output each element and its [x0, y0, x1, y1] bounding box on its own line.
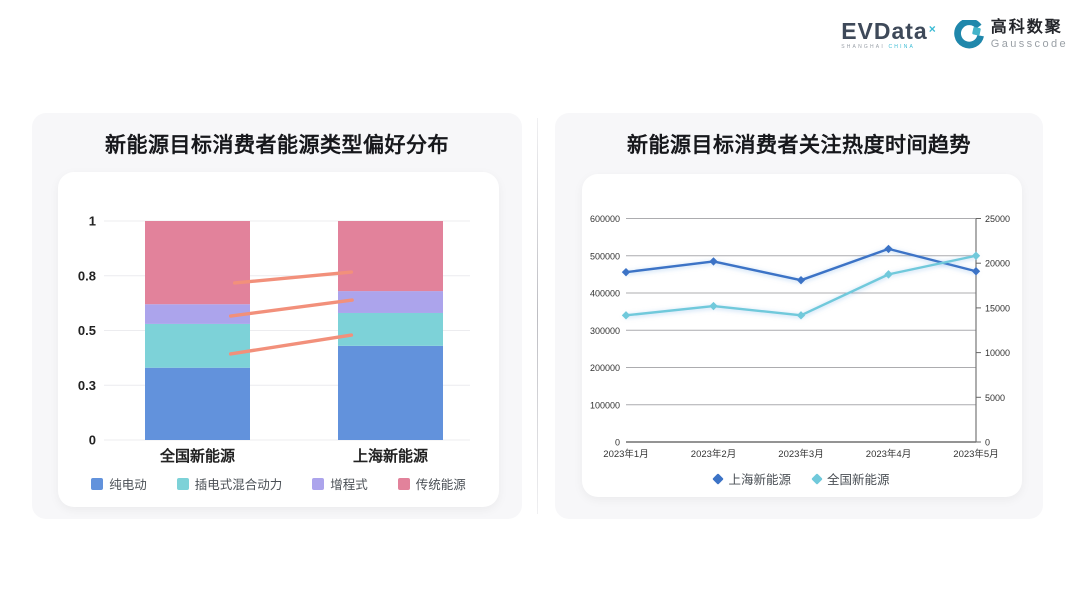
data-point-marker[interactable]: [796, 311, 806, 320]
card-divider: [537, 118, 538, 514]
bar-segment[interactable]: [338, 291, 443, 313]
bar-segment[interactable]: [145, 221, 250, 305]
right-tick-label: 25000: [985, 214, 1010, 224]
line-chart-title: 新能源目标消费者关注热度时间趋势: [627, 134, 971, 157]
shift-annotation-line: [228, 333, 354, 356]
left-axis-tick-labels: 0 100000 200000 300000 400000 500000 600000: [590, 214, 620, 448]
bar-chart-panel: 0 0.3 0.5 0.8 1 全国新能源 上海新能源 纯电动 插电式混合动力 增程式 传统能源: [58, 172, 499, 507]
legend-label: 纯电动: [109, 478, 147, 492]
legend-swatch-icon: [811, 472, 823, 485]
data-point-marker[interactable]: [709, 257, 718, 266]
y-tick-label: 0: [89, 433, 96, 448]
left-tick-label: 100000: [590, 400, 620, 410]
data-point-marker[interactable]: [971, 267, 981, 276]
evdata-logo: EVData× SHANGHAI CHINA: [841, 20, 936, 50]
left-tick-label: 0: [615, 438, 620, 448]
line-chart-plot: 0 100000 200000 300000 400000 500000 600000 0 50…: [590, 214, 1010, 460]
evdata-logo-mark: ×: [928, 21, 936, 36]
legend-swatch-icon: [397, 477, 410, 490]
category-labels: 全国新能源 上海新能源: [159, 447, 428, 465]
legend-swatch-icon: [176, 477, 189, 490]
bar-segment[interactable]: [338, 345, 443, 440]
y-tick-label: 0.5: [78, 323, 96, 338]
bar-chart-plot: 0 0.3 0.5 0.8 1 全国新能源 上海新能源: [78, 214, 470, 465]
category-label: 上海新能源: [353, 447, 428, 465]
category-label: 全国新能源: [159, 447, 235, 465]
evdata-tagline: SHANGHAI CHINA: [841, 44, 916, 50]
series: [621, 244, 981, 320]
x-tick-label: 2023年2月: [691, 448, 736, 460]
data-point-marker[interactable]: [884, 270, 893, 279]
legend-item[interactable]: 上海新能源: [712, 469, 791, 488]
bar-segment[interactable]: [145, 367, 250, 440]
y-tick-label: 1: [89, 214, 96, 229]
trend-line: [624, 247, 978, 282]
bar-segment[interactable]: [338, 312, 443, 346]
legend-label: 插电式混合动力: [194, 478, 283, 492]
data-point-marker[interactable]: [884, 244, 893, 254]
bar-chart-card: 新能源目标消费者能源类型偏好分布 0 0.3 0.5 0.8 1 全国新能源 上海新能源 纯…: [32, 113, 522, 519]
right-tick-label: 15000: [985, 303, 1010, 313]
evdata-logo-text: EVData: [841, 18, 928, 44]
gridlines: [626, 218, 976, 406]
x-tick-label: 2023年5月: [953, 448, 998, 460]
gausscode-logo: 高科数聚 Gausscode: [954, 20, 1068, 50]
line-chart-legend: 上海新能源 全国新能源: [582, 469, 1022, 488]
brand-bar: EVData× SHANGHAI CHINA 高科数聚 Gausscode: [841, 20, 1068, 50]
legend-label: 传统能源: [415, 478, 466, 492]
legend-label: 全国新能源: [827, 473, 890, 487]
bar-chart-legend: 纯电动 插电式混合动力 增程式 传统能源: [58, 474, 499, 493]
legend-item[interactable]: 增程式: [312, 474, 368, 493]
shift-annotation-line: [232, 270, 354, 285]
right-axis-tick-labels: 0 5000 10000 15000 20000 25000: [976, 214, 1010, 448]
x-tick-label: 2023年3月: [778, 448, 823, 460]
bar-segment[interactable]: [145, 304, 250, 324]
bar-chart-title: 新能源目标消费者能源类型偏好分布: [105, 134, 449, 157]
bar-segment[interactable]: [338, 221, 443, 292]
bars: [145, 221, 443, 440]
data-point-marker[interactable]: [971, 251, 981, 260]
gausscode-name-en: Gausscode: [990, 38, 1068, 50]
data-point-marker[interactable]: [621, 311, 631, 320]
line-chart-card: 新能源目标消费者关注热度时间趋势 0 100000 200000 300000 4000…: [555, 113, 1043, 519]
left-tick-label: 200000: [590, 363, 620, 373]
gausscode-icon: [954, 20, 984, 49]
x-tick-label: 2023年1月: [603, 448, 648, 460]
right-tick-label: 10000: [985, 348, 1010, 358]
line-chart-panel: 0 100000 200000 300000 400000 500000 600000 0 50…: [582, 174, 1022, 497]
right-tick-label: 5000: [985, 393, 1005, 403]
legend-item[interactable]: 纯电动: [91, 474, 147, 493]
right-tick-label: 0: [985, 438, 990, 448]
y-tick-label: 0.8: [78, 268, 96, 283]
x-axis-labels: 2023年1月 2023年2月 2023年3月 2023年4月 2023年5月: [603, 448, 998, 460]
legend-swatch-icon: [712, 472, 725, 485]
y-axis-tick-labels: 0 0.3 0.5 0.8 1: [78, 214, 96, 448]
legend-label: 增程式: [330, 478, 368, 492]
legend-item[interactable]: 插电式混合动力: [176, 474, 283, 493]
legend-swatch-icon: [312, 477, 325, 490]
data-point-marker[interactable]: [709, 301, 718, 311]
x-tick-label: 2023年4月: [866, 448, 911, 460]
gausscode-name-cn: 高科数聚: [990, 19, 1063, 36]
data-point-marker[interactable]: [621, 267, 631, 277]
legend-item[interactable]: 传统能源: [397, 474, 466, 493]
legend-swatch-icon: [91, 477, 104, 490]
legend-label: 上海新能源: [728, 473, 791, 487]
left-tick-label: 500000: [590, 251, 620, 261]
shift-annotation-line: [228, 298, 354, 318]
right-tick-label: 20000: [985, 259, 1010, 269]
y-tick-label: 0.3: [78, 378, 96, 393]
annotation-lines: [228, 270, 354, 356]
left-tick-label: 400000: [590, 289, 620, 299]
left-tick-label: 600000: [590, 214, 620, 224]
legend-item[interactable]: 全国新能源: [811, 469, 890, 488]
left-tick-label: 300000: [590, 326, 620, 336]
bar-segment[interactable]: [145, 323, 250, 368]
data-point-marker[interactable]: [796, 275, 806, 285]
